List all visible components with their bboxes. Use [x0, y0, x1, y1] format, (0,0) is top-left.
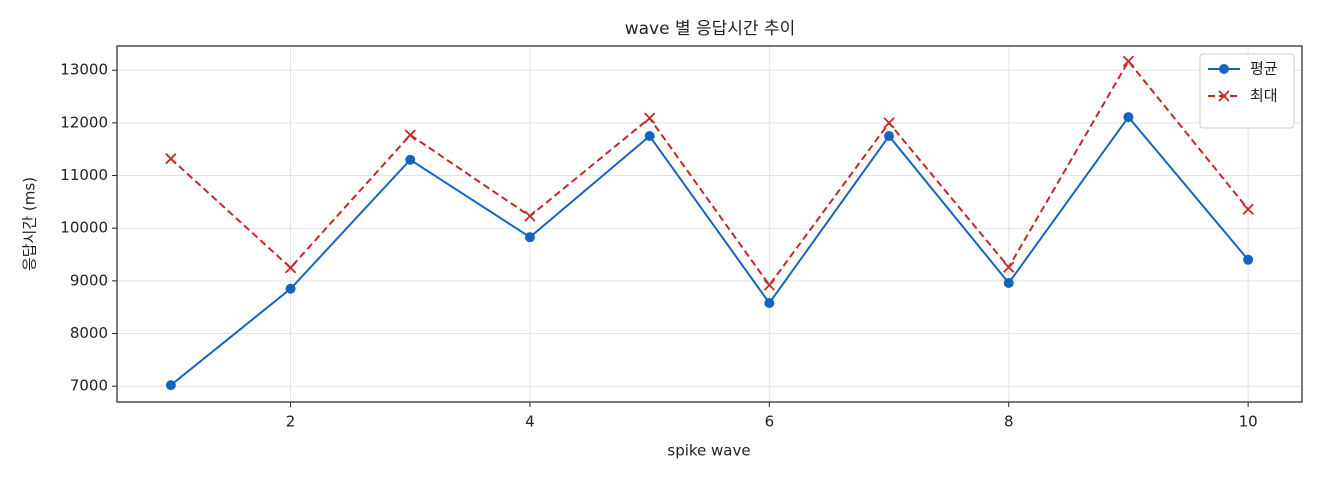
x-tick-label: 4	[525, 413, 535, 431]
point-marker	[1122, 55, 1135, 67]
point-marker	[165, 153, 177, 165]
y-tick-label: 12000	[60, 113, 108, 131]
x-tick-label: 6	[765, 413, 775, 431]
legend-marker	[1218, 90, 1230, 102]
legend-label: 최대	[1250, 87, 1278, 105]
y-axis-label: 응답시간 (ms)	[21, 177, 39, 271]
y-tick-label: 10000	[60, 219, 108, 237]
point-marker	[284, 262, 297, 274]
series-line	[170, 59, 1249, 287]
point-marker	[763, 279, 775, 291]
y-tick-label: 8000	[70, 324, 108, 342]
y-tick-label: 9000	[70, 271, 108, 289]
y-tick-label: 13000	[60, 61, 108, 79]
series-line	[170, 115, 1249, 386]
point-marker	[524, 232, 535, 243]
point-marker	[404, 129, 416, 141]
point-marker	[884, 131, 895, 142]
y-tick-label: 11000	[60, 166, 108, 184]
point-marker	[644, 131, 655, 142]
x-tick-label: 8	[1004, 413, 1014, 431]
point-marker	[405, 154, 416, 165]
point-marker	[524, 210, 536, 222]
legend-box	[1199, 53, 1295, 129]
point-marker	[644, 112, 656, 124]
plot-frame	[116, 45, 1303, 403]
point-marker	[1003, 261, 1015, 273]
x-tick-label: 2	[286, 413, 296, 431]
legend-label: 평균	[1250, 60, 1278, 78]
point-marker	[1123, 112, 1134, 123]
point-marker	[165, 380, 176, 391]
point-marker	[764, 297, 775, 308]
point-marker	[883, 117, 895, 129]
x-axis-label: spike wave	[667, 442, 750, 460]
x-tick-label: 10	[1239, 413, 1258, 431]
legend-marker	[1219, 64, 1229, 74]
point-marker	[1242, 203, 1254, 215]
point-marker	[285, 283, 296, 294]
point-marker	[1003, 277, 1014, 288]
chart-title: wave 별 응답시간 추이	[625, 19, 796, 39]
point-marker	[1243, 254, 1254, 265]
y-tick-label: 7000	[70, 377, 108, 395]
